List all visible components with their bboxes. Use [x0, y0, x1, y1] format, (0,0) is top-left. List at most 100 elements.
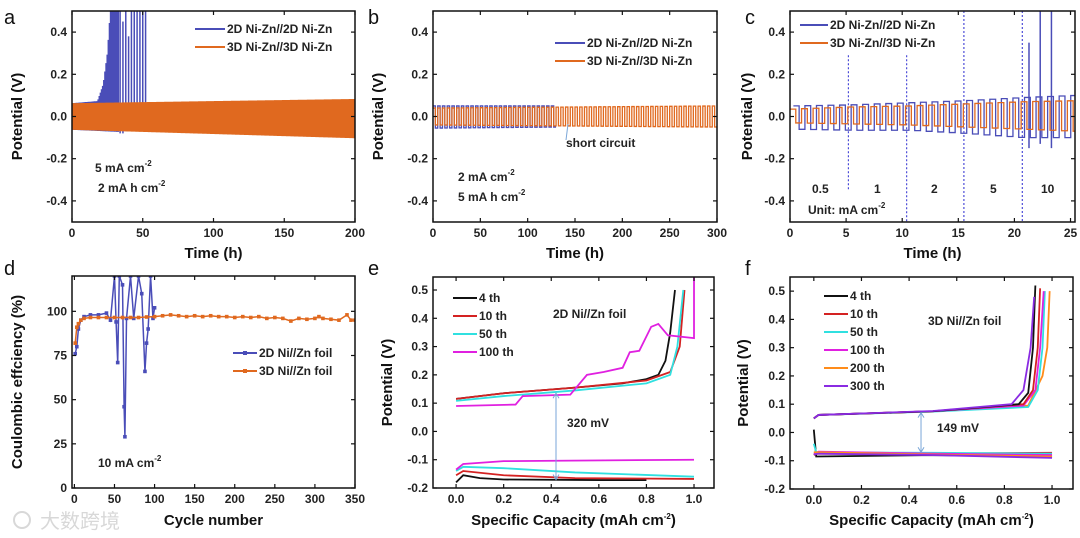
series-200-th-discharge — [813, 451, 1053, 458]
annotation: 2D Ni//Zn foil — [553, 307, 626, 321]
annotation: 0.5 — [812, 182, 829, 196]
x-tick-label: 0 — [71, 492, 78, 506]
data-point — [148, 276, 153, 278]
data-point — [146, 327, 150, 331]
x-axis-label-suffix: ) — [671, 512, 676, 529]
annotation: 3D Ni//Zn foil — [928, 314, 1001, 328]
legend-label: 2D Ni-Zn//2D Ni-Zn — [227, 22, 332, 36]
annotation-main: 5 — [990, 182, 997, 196]
y-tick-label: -0.2 — [764, 152, 785, 166]
panel-letter: d — [4, 258, 15, 280]
y-tick-label: 0.2 — [411, 67, 428, 81]
legend-label: 50 th — [850, 325, 878, 339]
series-10-th-charge — [455, 289, 686, 400]
x-tick-label: 0 — [787, 226, 794, 240]
x-tick-label: 0.0 — [805, 493, 822, 507]
y-tick-label: 0.4 — [768, 25, 785, 39]
x-tick-label: 250 — [265, 492, 285, 506]
x-tick-label: 0.6 — [590, 492, 607, 506]
annotation: 320 mV — [567, 416, 609, 430]
series-line — [813, 452, 1053, 459]
watermark-text: 大数跨境 — [40, 510, 120, 533]
data-point — [112, 315, 117, 320]
legend-label: 10 th — [850, 307, 878, 321]
panel-d: d 0 50 100 150 200 250 300 350 0 25 50 75 100 Cycle nu… — [4, 258, 365, 529]
panel-e: e 0.0 0.2 0.4 0.6 0.8 1.0 -0.2 -0.1 0.0 0.1 0.2 0.3 0… — [368, 258, 715, 529]
x-tick-label: 250 — [660, 226, 680, 240]
y-tick-label: 0.5 — [768, 284, 785, 298]
y-tick-label: 0.2 — [411, 368, 428, 382]
arrow-head-icon — [552, 392, 560, 481]
watermark-logo-icon — [13, 511, 31, 529]
series-3d-ni-zn-3d-ni-zn — [433, 105, 717, 128]
annotation: short circuit — [566, 136, 635, 150]
x-tick-label: 1.0 — [1044, 493, 1061, 507]
data-point — [297, 316, 301, 321]
y-tick-label: 0.2 — [768, 67, 785, 81]
annotation: 10 — [1041, 182, 1055, 196]
legend: 2D Ni-Zn//2D Ni-Zn 3D Ni-Zn//3D Ni-Zn — [800, 18, 935, 50]
series-2d-ni-zn-2d-ni-zn-spikes — [1028, 11, 1053, 149]
legend-label: 300 th — [850, 379, 885, 393]
y-tick-label: -0.2 — [407, 152, 428, 166]
data-point — [128, 315, 133, 320]
data-point — [96, 315, 101, 320]
data-point — [114, 320, 118, 324]
plot-area — [73, 276, 355, 439]
annotation-superscript: -2 — [878, 201, 886, 210]
series-100-th-discharge — [455, 458, 695, 471]
annotation-main: 2D Ni//Zn foil — [553, 307, 626, 321]
y-tick-label: 100 — [47, 304, 67, 318]
x-tick-label: 100 — [518, 226, 538, 240]
series-line — [433, 105, 717, 128]
y-tick-label: 25 — [54, 437, 68, 451]
data-point — [96, 313, 101, 317]
data-point — [281, 316, 285, 321]
data-point — [329, 317, 333, 322]
series-line — [455, 289, 685, 402]
legend-label: 3D Ni//Zn foil — [259, 364, 332, 378]
y-tick-label: 0.1 — [411, 396, 428, 410]
annotation-superscript: -2 — [154, 454, 162, 463]
data-point — [117, 276, 122, 278]
legend-label: 100 th — [850, 343, 885, 357]
data-point — [192, 313, 197, 318]
annotation-main: Unit: mA cm — [808, 203, 878, 217]
y-axis-label-main: Potential (V) — [735, 339, 752, 427]
x-axis-label-superscript: -2 — [1022, 512, 1030, 521]
annotation: 5 mA h cm-2 — [458, 188, 526, 204]
data-point — [317, 314, 321, 319]
x-tick-label: 100 — [145, 492, 165, 506]
annotation: 149 mV — [937, 421, 979, 435]
y-tick-label: 0.4 — [768, 312, 785, 326]
y-tick-label: 0.2 — [768, 369, 785, 383]
plot-frame — [789, 276, 1074, 490]
data-point — [120, 315, 125, 320]
data-point — [88, 315, 93, 320]
legend-label: 4 th — [479, 291, 500, 305]
data-point — [136, 276, 141, 278]
data-point — [232, 315, 237, 320]
x-axis-label: Specific Capacity (mAh cm-2) — [829, 512, 1034, 529]
data-point — [131, 316, 136, 321]
legend-label: 2D Ni-Zn//2D Ni-Zn — [587, 36, 692, 50]
x-tick-label: 25 — [1064, 226, 1078, 240]
data-point — [305, 317, 309, 322]
x-axis-label-suffix: ) — [1029, 512, 1034, 529]
data-point — [313, 316, 317, 321]
panel-letter: e — [368, 258, 379, 280]
annotation-main: 2 mA h cm — [98, 181, 158, 195]
data-point — [168, 313, 173, 317]
x-axis-label-superscript: -2 — [664, 512, 672, 521]
x-tick-label: 0 — [69, 226, 76, 240]
panel-letter: b — [368, 7, 379, 29]
x-tick-label: 200 — [345, 226, 365, 240]
x-axis-label: Cycle number — [164, 512, 263, 529]
data-point — [73, 351, 78, 356]
annotation-main: 2 mA cm — [458, 170, 508, 184]
data-point — [208, 313, 213, 318]
series-3d-ni-zn-3d-ni-zn — [72, 98, 355, 139]
y-tick-label: -0.1 — [764, 454, 785, 468]
legend-marker — [243, 351, 247, 355]
x-tick-label: 50 — [136, 226, 150, 240]
